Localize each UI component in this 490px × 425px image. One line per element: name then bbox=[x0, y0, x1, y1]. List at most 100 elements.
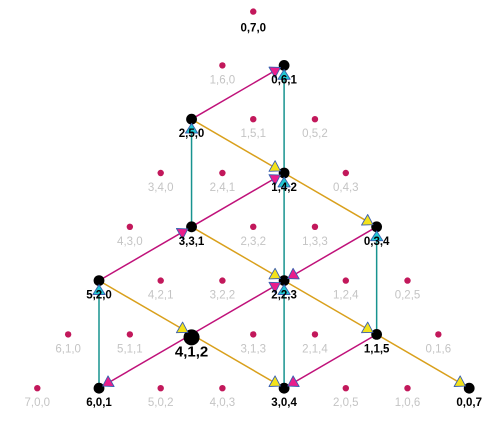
point-1-6-0 bbox=[219, 62, 226, 69]
edge-1-1-5-to-3-0-4 bbox=[283, 333, 378, 389]
arrow-marker-2-2-3-to-1-1-5 bbox=[361, 321, 374, 334]
arrow-marker-0-3-4-to-2-2-3 bbox=[287, 267, 300, 280]
point-label-1-1-5: 1,1,5 bbox=[364, 343, 390, 355]
point-label-4-1-2: 4,1,2 bbox=[175, 343, 208, 360]
point-label-1-2-4: 1,2,4 bbox=[333, 290, 359, 302]
point-label-5-1-1: 5,1,1 bbox=[117, 343, 143, 355]
labels-layer: 0,7,0 1,6,0 0,6,1 2,5,0 1,5,1 0,5,2 3,4,0 2,4,1… bbox=[25, 23, 482, 410]
edge-3-3-1-to-1-4-2 bbox=[191, 172, 285, 228]
point-4-0-3 bbox=[219, 385, 226, 392]
edge-4-1-2-to-2-2-3 bbox=[191, 279, 285, 336]
point-3-0-4 bbox=[278, 382, 290, 394]
arrow-marker-1-1-5-to-0-0-7 bbox=[453, 375, 466, 387]
arrow-marker-2-5-0-to-1-4-2 bbox=[268, 160, 281, 172]
point-label-1-0-6: 1,0,6 bbox=[395, 397, 421, 409]
point-label-0-1-6: 0,1,6 bbox=[426, 343, 452, 355]
point-label-3-2-2: 3,2,2 bbox=[210, 290, 236, 302]
point-2-4-1 bbox=[219, 169, 226, 177]
point-label-5-2-0: 5,2,0 bbox=[86, 290, 112, 302]
point-label-7-0-0: 7,0,0 bbox=[25, 397, 51, 409]
edge-3-3-1-to-2-2-3 bbox=[191, 226, 285, 282]
point-label-0-7-0: 0,7,0 bbox=[240, 23, 266, 35]
point-2-3-2 bbox=[250, 223, 257, 230]
point-1-2-4 bbox=[342, 277, 349, 284]
point-3-4-0 bbox=[157, 169, 164, 177]
point-label-2-1-4: 2,1,4 bbox=[302, 343, 328, 355]
point-label-1-6-0: 1,6,0 bbox=[210, 74, 236, 86]
point-0-5-2 bbox=[311, 116, 319, 123]
point-1-0-6 bbox=[404, 385, 411, 392]
point-label-3-3-1: 3,3,1 bbox=[179, 236, 205, 248]
point-label-1-4-2: 1,4,2 bbox=[271, 182, 297, 194]
edge-1-4-2-to-0-3-4 bbox=[283, 172, 378, 228]
point-label-2-5-0: 2,5,0 bbox=[179, 128, 205, 140]
arrow-marker-3-3-1-to-2-2-3 bbox=[268, 267, 281, 280]
edges-layer bbox=[98, 64, 470, 389]
edge-2-2-3-to-1-1-5 bbox=[283, 279, 378, 336]
point-0-0-7 bbox=[463, 382, 475, 394]
arrow-marker-2-5-0-to-0-6-1 bbox=[268, 66, 281, 79]
edge-4-1-2-to-3-0-4 bbox=[191, 333, 285, 389]
point-label-0-5-2: 0,5,2 bbox=[302, 128, 328, 140]
point-label-1-3-3: 1,3,3 bbox=[302, 236, 328, 248]
arrow-marker-1-1-5-to-0-3-4 bbox=[370, 230, 384, 242]
arrow-marker-5-2-0-to-4-1-2 bbox=[175, 321, 189, 334]
point-3-2-2 bbox=[219, 277, 226, 284]
arrow-marker-3-0-4-to-2-2-3 bbox=[277, 284, 291, 295]
point-label-0-0-7: 0,0,7 bbox=[456, 397, 482, 409]
point-label-6-0-1: 6,0,1 bbox=[86, 397, 112, 409]
point-1-5-1 bbox=[250, 116, 257, 123]
point-1-1-5 bbox=[371, 329, 383, 340]
point-label-5-0-2: 5,0,2 bbox=[148, 397, 174, 409]
point-2-5-0 bbox=[186, 113, 197, 125]
point-label-6-1-0: 6,1,0 bbox=[55, 343, 81, 355]
point-label-3-0-4: 3,0,4 bbox=[271, 397, 297, 409]
point-2-0-5 bbox=[342, 385, 349, 392]
arrow-marker-3-3-1-to-1-4-2 bbox=[268, 174, 281, 186]
point-label-2-2-3: 2,2,3 bbox=[271, 290, 297, 302]
arrow-marker-5-2-0-to-3-3-1 bbox=[175, 228, 189, 240]
point-label-1-5-1: 1,5,1 bbox=[240, 128, 266, 140]
edge-1-1-5-to-0-0-7 bbox=[376, 333, 470, 389]
point-0-2-5 bbox=[404, 277, 411, 284]
point-label-0-4-3: 0,4,3 bbox=[333, 182, 359, 194]
point-label-4-0-3: 4,0,3 bbox=[210, 397, 236, 409]
point-2-1-4 bbox=[311, 331, 319, 338]
point-2-2-3 bbox=[278, 275, 290, 286]
point-label-2-4-1: 2,4,1 bbox=[210, 182, 236, 194]
arrow-marker-6-0-1-to-5-2-0 bbox=[92, 284, 106, 295]
edge-5-2-0-to-3-3-1 bbox=[98, 226, 192, 282]
arrow-marker-3-3-1-to-2-5-0 bbox=[184, 122, 199, 134]
point-4-2-1 bbox=[157, 277, 164, 284]
point-7-0-0 bbox=[34, 385, 41, 392]
point-4-1-2 bbox=[183, 329, 200, 346]
point-5-0-2 bbox=[157, 385, 164, 392]
edge-2-5-0-to-1-4-2 bbox=[191, 118, 285, 174]
arrow-marker-2-2-3-to-1-4-2 bbox=[277, 176, 291, 188]
point-1-4-2 bbox=[278, 167, 290, 179]
points-layer bbox=[34, 8, 475, 394]
edge-0-3-4-to-2-2-3 bbox=[283, 226, 378, 282]
point-0-7-0 bbox=[250, 8, 257, 15]
arrow-marker-1-4-2-to-0-3-4 bbox=[361, 214, 374, 226]
edge-5-2-0-to-4-1-2 bbox=[98, 279, 192, 336]
point-0-6-1 bbox=[278, 60, 290, 71]
point-1-3-3 bbox=[311, 223, 319, 230]
arrow-marker-4-1-2-to-3-0-4 bbox=[268, 375, 281, 387]
point-label-0-3-4: 0,3,4 bbox=[364, 236, 390, 248]
point-0-3-4 bbox=[371, 221, 383, 233]
point-0-4-3 bbox=[342, 169, 349, 177]
point-label-0-6-1: 0,6,1 bbox=[271, 74, 297, 86]
point-label-2-3-2: 2,3,2 bbox=[240, 236, 266, 248]
point-label-3-1-3: 3,1,3 bbox=[240, 343, 266, 355]
point-5-1-1 bbox=[126, 331, 134, 338]
arrow-marker-4-1-2-to-2-2-3 bbox=[268, 281, 281, 294]
point-6-0-1 bbox=[93, 382, 105, 394]
markers-layer bbox=[92, 66, 466, 387]
point-5-2-0 bbox=[93, 275, 105, 286]
arrow-marker-4-1-2-to-6-0-1 bbox=[102, 375, 115, 387]
arrow-marker-1-1-5-to-3-0-4 bbox=[287, 375, 300, 387]
edge-2-5-0-to-0-6-1 bbox=[191, 64, 285, 120]
point-0-1-6 bbox=[435, 331, 442, 338]
